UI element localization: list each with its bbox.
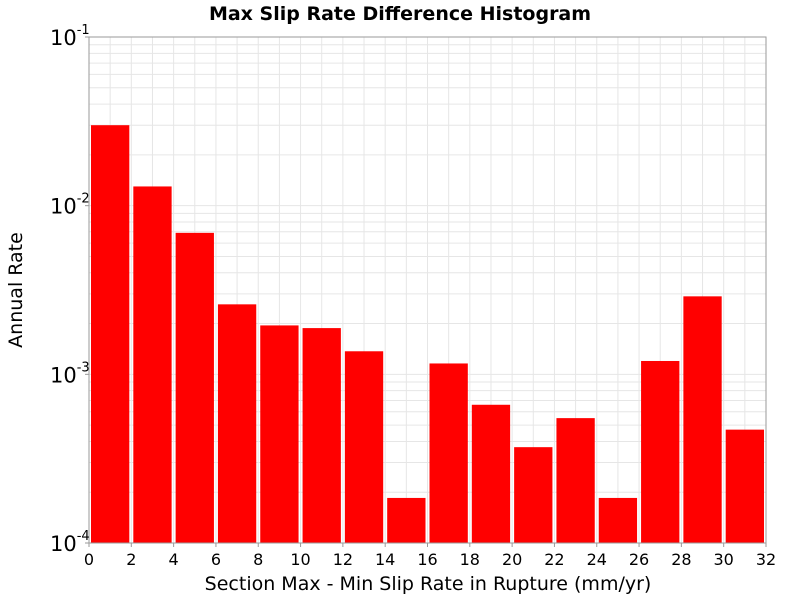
y-tick-label: 10-3	[50, 360, 90, 387]
bar-5	[302, 328, 341, 543]
x-tick-label: 26	[629, 550, 649, 569]
x-axis-label: Section Max - Min Slip Rate in Rupture (…	[205, 573, 652, 595]
bar-11	[556, 418, 595, 543]
bar-1	[133, 186, 172, 543]
bars	[91, 125, 764, 544]
bar-0	[91, 125, 130, 544]
x-tick-label: 0	[84, 550, 94, 569]
x-tick-label: 20	[502, 550, 522, 569]
bar-13	[641, 360, 680, 543]
x-tick-label: 24	[587, 550, 607, 569]
bar-7	[387, 497, 426, 543]
y-tick-exponent: -2	[77, 192, 90, 207]
x-tick-label: 30	[714, 550, 734, 569]
chart-title: Max Slip Rate Difference Histogram	[209, 3, 591, 25]
bar-3	[217, 304, 257, 543]
bar-8	[429, 363, 468, 543]
x-tick-label: 18	[460, 550, 480, 569]
x-tick-label: 22	[544, 550, 564, 569]
bar-14	[683, 296, 722, 543]
y-tick-exponent: -3	[77, 360, 90, 375]
x-axis-ticks: 0 2 4 6 8 10 12 14 16 18 20 22 24 26 28 30 32	[84, 543, 776, 569]
y-tick-exponent: -4	[77, 529, 90, 544]
x-tick-label: 10	[290, 550, 310, 569]
x-tick-label: 4	[169, 550, 179, 569]
bar-9	[471, 404, 511, 543]
bar-15	[725, 429, 764, 543]
bar-4	[260, 325, 299, 543]
bar-2	[175, 232, 214, 543]
bar-10	[514, 447, 553, 543]
bar-6	[344, 351, 384, 543]
x-tick-label: 14	[375, 550, 395, 569]
y-axis-label: Annual Rate	[5, 232, 27, 348]
y-axis-ticks: 10-110-210-310-4	[50, 23, 90, 556]
y-tick-label: 10-4	[50, 529, 90, 556]
y-tick-exponent: -1	[77, 23, 90, 38]
x-tick-label: 8	[253, 550, 263, 569]
y-tick-label: 10-1	[50, 23, 90, 50]
x-tick-label: 32	[756, 550, 776, 569]
x-tick-label: 28	[671, 550, 691, 569]
x-tick-label: 2	[126, 550, 136, 569]
x-tick-label: 16	[417, 550, 437, 569]
x-tick-label: 6	[211, 550, 221, 569]
x-tick-label: 12	[333, 550, 353, 569]
bar-12	[598, 497, 638, 543]
